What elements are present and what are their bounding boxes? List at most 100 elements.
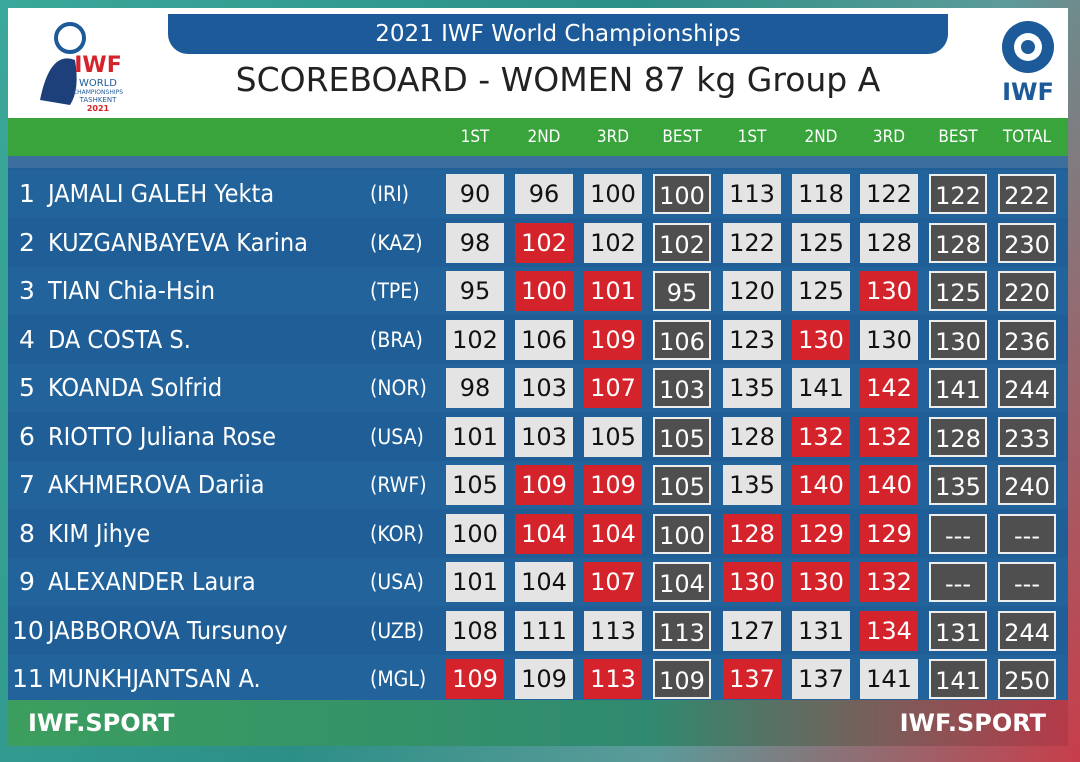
result-cell: 244 <box>998 368 1056 408</box>
result-cell: 102 <box>653 222 711 263</box>
result-cell: 95 <box>653 271 711 311</box>
column-header: BEST <box>938 127 978 147</box>
column-header: 3RD <box>872 127 906 147</box>
result-cell: --- <box>998 562 1056 602</box>
result-cell: 98 <box>446 368 504 408</box>
athlete-name: MUNKHJANTSAN A. <box>48 664 261 693</box>
result-cell: 120 <box>723 271 781 311</box>
result-cell: 142 <box>860 368 918 408</box>
result-cell: 104 <box>584 513 642 554</box>
column-header: 3RD <box>596 127 630 147</box>
result-cell: 101 <box>446 562 504 602</box>
result-cell: --- <box>929 562 987 602</box>
result-cell: 118 <box>792 174 850 214</box>
result-cell: 108 <box>446 610 504 651</box>
result-cell: 132 <box>792 416 850 457</box>
result-cell: 137 <box>723 659 781 699</box>
result-cell: 130 <box>792 319 850 360</box>
result-cell: 105 <box>653 416 711 457</box>
title: SCOREBOARD - WOMEN 87 kg Group A <box>235 60 881 99</box>
nation: (USA) <box>370 570 424 594</box>
column-header: 1ST <box>460 127 490 147</box>
result-cell: 135 <box>929 465 987 505</box>
header: IWF WORLD CHAMPIONSHIPS TASHKENT 2021 20… <box>8 8 1068 118</box>
column-header: BEST <box>662 127 702 147</box>
result-cell: 250 <box>998 659 1056 699</box>
result-cell: 135 <box>723 465 781 505</box>
result-cell: 230 <box>998 222 1056 263</box>
nation: (RWF) <box>370 473 427 497</box>
result-cell: 113 <box>584 610 642 651</box>
result-cell: 100 <box>446 513 504 554</box>
result-cell: 102 <box>584 222 642 263</box>
athlete-row: 5 KOANDA Solfrid (NOR) 98 103 107 103 135 141 142… <box>8 364 1068 412</box>
result-cell: 131 <box>792 610 850 651</box>
logo-text: IWF <box>74 53 121 78</box>
result-cell: 244 <box>998 610 1056 651</box>
result-cell: 128 <box>929 416 987 457</box>
result-cell: 96 <box>515 174 573 214</box>
result-cell: 141 <box>929 368 987 408</box>
logo-text: WORLD <box>79 78 117 89</box>
result-cell: 100 <box>653 174 711 214</box>
athlete-row: 4 DA COSTA S. (BRA) 102 106 109 106 123 130 130 13… <box>8 315 1068 364</box>
result-cell: 141 <box>792 368 850 408</box>
result-cell: 109 <box>653 659 711 699</box>
result-cell: 141 <box>860 659 918 699</box>
result-cell: 131 <box>929 610 987 651</box>
result-cell: 128 <box>860 222 918 263</box>
result-cell: 141 <box>929 659 987 699</box>
rank: 9 <box>19 567 35 596</box>
logo-text: IWF <box>1002 78 1054 106</box>
result-cell: 130 <box>723 562 781 602</box>
result-cell: 101 <box>446 416 504 457</box>
nation: (TPE) <box>370 279 420 303</box>
result-cell: 125 <box>792 222 850 263</box>
result-cell: 130 <box>792 562 850 602</box>
athlete-row: 1 JAMALI GALEH Yekta (IRI) 90 96 100 100 113 118… <box>8 170 1068 218</box>
result-cell: 105 <box>446 465 504 505</box>
result-cell: 132 <box>860 562 918 602</box>
result-cell: 100 <box>584 174 642 214</box>
logo-crescent <box>54 22 86 54</box>
result-cell: 137 <box>792 659 850 699</box>
nation: (IRI) <box>370 182 410 206</box>
logo-disc <box>1021 40 1035 54</box>
athlete-name: AKHMEROVA Dariia <box>48 470 265 499</box>
athlete-row: 8 KIM Jihye (KOR) 100 104 104 100 128 129 129 --- -… <box>8 509 1068 558</box>
athlete-row: 10 JABBOROVA Tursunoy (UZB) 108 111 113 113 127… <box>8 606 1068 655</box>
logo-text: TASHKENT <box>79 96 117 104</box>
result-cell: 123 <box>723 319 781 360</box>
column-header: 1ST <box>737 127 767 147</box>
result-cell: 106 <box>653 319 711 360</box>
rank: 10 <box>12 615 44 645</box>
result-cell: 128 <box>723 416 781 457</box>
column-header-bar <box>8 118 1068 156</box>
nation: (KOR) <box>370 521 424 546</box>
rank: 7 <box>19 470 35 499</box>
result-cell: 103 <box>653 368 711 408</box>
event-title: 2021 IWF World Championships <box>168 14 948 54</box>
result-cell: 134 <box>860 610 918 651</box>
result-cell: 130 <box>860 319 918 360</box>
result-cell: 109 <box>584 465 642 505</box>
result-cell: 98 <box>446 222 504 263</box>
result-cell: 132 <box>860 416 918 457</box>
result-cell: 105 <box>653 465 711 505</box>
result-cell: 128 <box>723 513 781 554</box>
nation: (NOR) <box>370 376 427 400</box>
athlete-row: 3 TIAN Chia-Hsin (TPE) 95 100 101 95 120 125 130 1… <box>8 267 1068 315</box>
result-cell: 127 <box>723 610 781 651</box>
result-cell: 222 <box>998 174 1056 214</box>
rank: 8 <box>19 518 35 548</box>
result-cell: 140 <box>860 465 918 505</box>
result-cell: 104 <box>653 562 711 602</box>
result-cell: --- <box>929 513 987 554</box>
result-cell: 90 <box>446 174 504 214</box>
logo-figure <box>40 58 77 105</box>
result-cell: 103 <box>515 368 573 408</box>
result-cell: 220 <box>998 271 1056 311</box>
column-header: 2ND <box>527 127 561 147</box>
result-cell: 95 <box>446 271 504 311</box>
